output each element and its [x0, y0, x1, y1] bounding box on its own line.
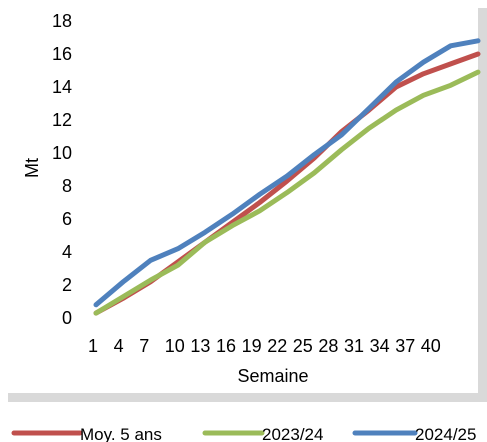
- series-lines: [93, 38, 481, 316]
- y-tick-label: 18: [52, 11, 72, 31]
- legend-item: Moy. 5 ans: [11, 425, 162, 442]
- x-tick-label: 19: [242, 336, 262, 356]
- x-tick-label: 10: [165, 336, 185, 356]
- y-axis-title: Mt: [22, 158, 42, 178]
- legend: Moy. 5 ans 2023/24 2024/25: [11, 425, 476, 442]
- y-tick-label: 12: [52, 110, 72, 130]
- series-line: [93, 69, 481, 316]
- y-tick-label: 0: [62, 308, 72, 328]
- y-tick-label: 10: [52, 143, 72, 163]
- y-tick-label: 2: [62, 275, 72, 295]
- x-tick-label: 25: [293, 336, 313, 356]
- x-tick-label: 7: [139, 336, 149, 356]
- y-tick-label: 8: [62, 176, 72, 196]
- x-tick-label: 22: [267, 336, 287, 356]
- plot-panel: [0, 0, 487, 400]
- x-axis-title: Semaine: [237, 366, 308, 386]
- x-tick-label: 4: [114, 336, 124, 356]
- x-tick-label: 40: [421, 336, 441, 356]
- y-tick-label: 16: [52, 44, 72, 64]
- y-tick-label: 6: [62, 209, 72, 229]
- legend-label: 2024/25: [415, 425, 476, 442]
- y-axis-ticks: 0 2 4 6 8 10 12 14 16 18: [52, 11, 72, 328]
- x-tick-label: 1: [88, 336, 98, 356]
- x-tick-label: 13: [190, 336, 210, 356]
- legend-item: 2023/24: [202, 425, 323, 442]
- legend-label: Moy. 5 ans: [80, 425, 162, 442]
- legend-label: 2023/24: [262, 425, 323, 442]
- x-tick-label: 31: [344, 336, 364, 356]
- chart-shadow-right: [478, 8, 487, 402]
- y-tick-label: 14: [52, 77, 72, 97]
- x-tick-label: 28: [318, 336, 338, 356]
- x-tick-label: 16: [216, 336, 236, 356]
- x-axis-ticks: 1 4 7 10 13 16 19 22 25 28 31 34 37 40: [88, 336, 441, 356]
- chart-shadow-bottom: [8, 393, 487, 402]
- y-tick-label: 4: [62, 242, 72, 262]
- legend-item: 2024/25: [352, 425, 476, 442]
- series-line: [93, 38, 481, 308]
- x-tick-label: 34: [370, 336, 390, 356]
- x-tick-label: 37: [395, 336, 415, 356]
